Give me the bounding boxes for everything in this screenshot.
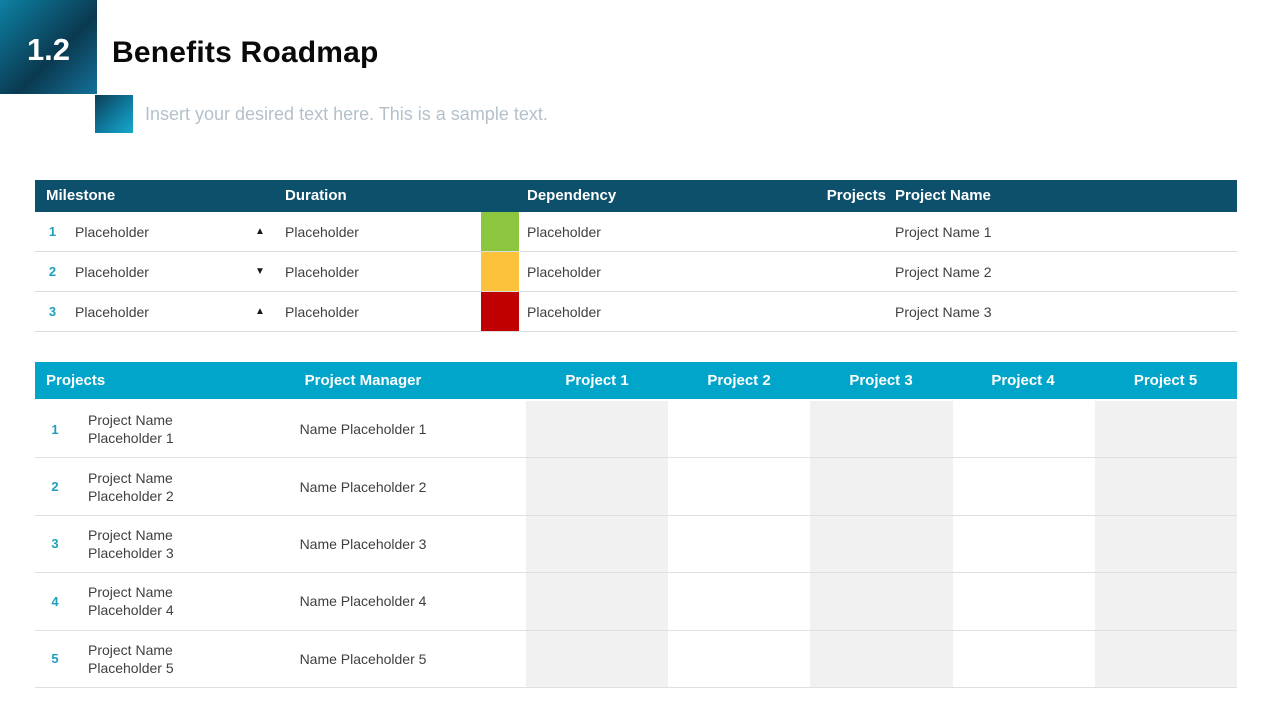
- project-3-cell: [810, 458, 953, 515]
- project-name-cell: Project Name Placeholder 4: [88, 584, 174, 619]
- table-row: 2 Placeholder ▼ Placeholder Placeholder …: [35, 252, 1237, 292]
- project-5-cell: [1094, 515, 1237, 573]
- project-3-cell: [810, 515, 953, 573]
- project-manager-cell: Name Placeholder 5: [299, 650, 427, 667]
- milestone-table: Milestone Duration Dependency Projects P…: [35, 180, 1237, 332]
- table-row: 4 Project Name Placeholder 4 Name Placeh…: [35, 573, 1237, 631]
- project-2-cell: [668, 458, 810, 514]
- project-manager-cell: Name Placeholder 4: [299, 593, 427, 610]
- projects-table-header: Projects Project Manager Project 1 Proje…: [35, 362, 1237, 399]
- milestone-cell: Placeholder: [75, 263, 149, 280]
- project-5-cell: [1094, 573, 1237, 630]
- row-number: 1: [51, 421, 59, 437]
- page-title: Benefits Roadmap: [112, 36, 379, 69]
- project-name-cell: Project Name Placeholder 5: [88, 641, 174, 676]
- project-4-cell: [953, 401, 1095, 457]
- project-name-cell: Project Name Placeholder 2: [88, 469, 174, 504]
- project-name-cell: Project Name 2: [895, 263, 992, 280]
- column-header-project-1: Project 1: [565, 372, 629, 389]
- project-1-cell: [526, 630, 669, 687]
- project-4-cell: [953, 458, 1095, 514]
- project-2-cell: [668, 573, 810, 629]
- project-manager-cell: Name Placeholder 3: [299, 535, 427, 552]
- project-name-cell: Project Name Placeholder 1: [88, 412, 174, 447]
- table-row: 5 Project Name Placeholder 5 Name Placeh…: [35, 630, 1237, 688]
- dependency-cell: Placeholder: [527, 223, 601, 240]
- table-row: 2 Project Name Placeholder 2 Name Placeh…: [35, 458, 1237, 516]
- project-manager-cell: Name Placeholder 2: [299, 478, 427, 495]
- trend-down-icon: ▼: [255, 266, 265, 277]
- project-1-cell: [526, 458, 669, 515]
- project-1-cell: [526, 515, 669, 573]
- section-number: 1.2: [26, 32, 71, 67]
- project-4-cell: [953, 631, 1095, 687]
- row-number: 4: [51, 593, 59, 609]
- milestone-cell: Placeholder: [75, 303, 149, 320]
- dependency-cell: Placeholder: [527, 263, 601, 280]
- dependency-cell: Placeholder: [527, 303, 601, 320]
- column-header-dependency: Dependency: [527, 187, 617, 204]
- table-row: 3 Placeholder ▲ Placeholder Placeholder …: [35, 292, 1237, 332]
- duration-cell: Placeholder: [285, 263, 359, 280]
- project-3-cell: [810, 573, 953, 630]
- project-5-cell: [1094, 630, 1237, 687]
- duration-cell: Placeholder: [285, 303, 359, 320]
- project-5-cell: [1094, 401, 1237, 458]
- project-2-cell: [668, 631, 810, 687]
- row-number: 2: [48, 264, 57, 279]
- status-color-block: [481, 252, 519, 291]
- column-header-project-2: Project 2: [707, 372, 771, 389]
- row-number: 3: [51, 536, 59, 552]
- project-4-cell: [953, 573, 1095, 629]
- status-color-block: [481, 292, 519, 331]
- subtitle-text: Insert your desired text here. This is a…: [145, 103, 548, 124]
- row-number: 1: [48, 224, 57, 239]
- milestone-cell: Placeholder: [75, 223, 149, 240]
- project-manager-cell: Name Placeholder 1: [299, 421, 427, 438]
- section-number-badge: 1.2: [0, 0, 97, 94]
- row-number: 2: [51, 479, 59, 495]
- project-1-cell: [526, 573, 669, 630]
- project-3-cell: [810, 401, 953, 458]
- project-2-cell: [668, 516, 810, 572]
- milestone-table-header: Milestone Duration Dependency Projects P…: [35, 180, 1237, 212]
- trend-up-icon: ▲: [255, 306, 265, 317]
- row-number: 5: [51, 651, 59, 667]
- column-header-project-manager: Project Manager: [304, 372, 422, 389]
- table-row: 1 Placeholder ▲ Placeholder Placeholder …: [35, 212, 1237, 252]
- column-header-projects: Projects: [826, 187, 886, 204]
- project-5-cell: [1094, 458, 1237, 515]
- table-row: 1 Project Name Placeholder 1 Name Placeh…: [35, 401, 1237, 459]
- duration-cell: Placeholder: [285, 223, 359, 240]
- column-header-milestone: Milestone: [46, 187, 116, 204]
- column-header-project-3: Project 3: [849, 372, 913, 389]
- column-header-duration: Duration: [285, 187, 347, 204]
- status-color-block: [481, 212, 519, 251]
- project-name-cell: Project Name 1: [895, 223, 992, 240]
- project-1-cell: [526, 401, 669, 458]
- table-row: 3 Project Name Placeholder 3 Name Placeh…: [35, 515, 1237, 574]
- project-name-cell: Project Name Placeholder 3: [88, 526, 174, 561]
- project-4-cell: [953, 516, 1095, 572]
- trend-up-icon: ▲: [255, 226, 265, 237]
- subtitle-accent-square: [95, 95, 133, 133]
- column-header-projects: Projects: [46, 372, 106, 389]
- project-name-cell: Project Name 3: [895, 303, 992, 320]
- row-number: 3: [48, 304, 57, 319]
- column-header-project-name: Project Name: [895, 187, 991, 204]
- project-2-cell: [668, 401, 810, 457]
- project-3-cell: [810, 630, 953, 687]
- projects-table: Projects Project Manager Project 1 Proje…: [35, 362, 1237, 688]
- projects-table-body: 1 Project Name Placeholder 1 Name Placeh…: [35, 401, 1237, 688]
- column-header-project-5: Project 5: [1133, 372, 1198, 389]
- column-header-project-4: Project 4: [991, 372, 1055, 389]
